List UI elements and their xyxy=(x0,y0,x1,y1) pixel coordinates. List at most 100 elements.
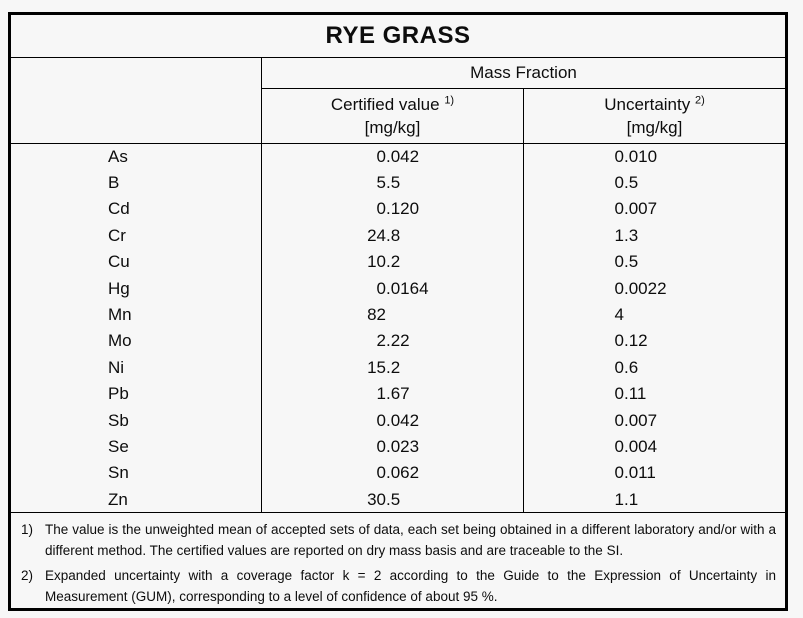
uncertainty-value: 0.6 xyxy=(524,355,787,381)
certified-value: 82 xyxy=(261,301,524,329)
certified-value: 0.023 xyxy=(261,433,524,461)
uncertainty-value: 0.004 xyxy=(524,434,787,460)
certified-value: 2.22 xyxy=(261,328,524,355)
element-symbol: Mo xyxy=(9,328,262,355)
certified-value-fraction-part: .042 xyxy=(386,410,420,430)
uncertainty-integer-part: 0 xyxy=(614,173,624,193)
certified-value-fraction-part: .120 xyxy=(386,199,420,219)
element-symbol: Se xyxy=(9,433,262,461)
element-symbol: Cu xyxy=(9,249,262,276)
certified-value-fraction-part: .5 xyxy=(386,173,401,193)
certified-value-integer-part: 24 xyxy=(367,225,386,245)
uncertainty-fraction-part: .010 xyxy=(624,146,658,166)
footnote-item: 1) The value is the unweighted mean of a… xyxy=(21,519,776,561)
footnote-marker: 1) xyxy=(21,522,34,538)
table-row: Mn 82 4 xyxy=(9,301,787,329)
group-header-row: Mass Fraction xyxy=(9,57,787,144)
uncertainty-fraction-part: .12 xyxy=(624,331,648,351)
uncertainty-integer-part: 0 xyxy=(614,463,624,483)
uncertainty-value: 0.11 xyxy=(524,381,787,407)
uncertainty-fraction-part: .0022 xyxy=(624,278,667,298)
footnotes-row: 1) The value is the unweighted mean of a… xyxy=(9,512,787,610)
certified-value: 24.8 xyxy=(261,222,524,250)
uncertainty-value: 0.0022 xyxy=(524,275,787,301)
uncertainty-integer-part: 0 xyxy=(614,278,624,298)
certified-value-integer-part: 0 xyxy=(376,410,386,430)
uncertainty-value: 0.12 xyxy=(524,328,787,354)
certified-value-fraction-part: .2 xyxy=(386,252,401,272)
title-row: RYE GRASS xyxy=(9,13,787,58)
certified-value-integer-part: 2 xyxy=(376,331,386,351)
table-row: B 5.5 0.5 xyxy=(9,169,787,197)
table-row: Hg 0.0164 0.0022 xyxy=(9,275,787,302)
uncertainty-fraction-part: .5 xyxy=(624,173,639,193)
certified-value: 1.67 xyxy=(261,381,524,408)
uncertainty-fraction-part: .11 xyxy=(624,384,647,404)
uncertainty-fraction-part: .007 xyxy=(624,199,658,219)
uncertainty-integer-part: 0 xyxy=(614,357,624,377)
certified-value-fraction-part: .67 xyxy=(386,384,410,404)
element-symbol: Mn xyxy=(9,301,262,329)
certified-value-integer-part: 0 xyxy=(376,146,386,166)
certified-value-integer-part: 10 xyxy=(367,252,386,272)
element-symbol: Cr xyxy=(9,222,262,250)
element-symbol: Zn xyxy=(9,486,262,513)
uncertainty-integer-part: 0 xyxy=(614,331,624,351)
certified-value: 0.120 xyxy=(261,196,524,223)
page-title: RYE GRASS xyxy=(9,13,787,58)
certified-value-fraction-part: .062 xyxy=(386,463,420,483)
uncertainty-value: 4 xyxy=(524,302,787,328)
footnote-item: 2) Expanded uncertainty with a coverage … xyxy=(21,565,776,607)
certified-value: 15.2 xyxy=(261,354,524,382)
certified-value: 0.0164 xyxy=(261,275,524,302)
uncertainty-integer-part: 0 xyxy=(614,384,624,404)
table-row: Cd 0.120 0.007 xyxy=(9,196,787,223)
uncertainty-label: Uncertainty xyxy=(604,95,691,114)
uncertainty-integer-part: 1 xyxy=(614,489,624,509)
uncertainty-value: 0.5 xyxy=(524,170,787,196)
uncertainty-integer-part: 4 xyxy=(614,305,624,325)
element-symbol: As xyxy=(9,143,262,170)
certified-value-unit: [mg/kg] xyxy=(364,118,421,137)
certified-value-fraction-part: .023 xyxy=(386,436,420,456)
certified-value: 30.5 xyxy=(261,486,524,513)
uncertainty-fraction-part: .1 xyxy=(624,489,639,509)
certified-value-integer-part: 0 xyxy=(376,278,386,298)
certified-value-fraction-part: .22 xyxy=(386,331,410,351)
certified-value: 0.042 xyxy=(261,407,524,434)
certified-value-integer-part: 0 xyxy=(376,463,386,483)
uncertainty-header: Uncertainty 2) [mg/kg] xyxy=(523,88,787,144)
table-row: Sb 0.042 0.007 xyxy=(9,407,787,434)
certified-value-fraction-part: .0164 xyxy=(386,278,429,298)
table-row: Cr 24.8 1.3 xyxy=(9,222,787,250)
element-symbol: Pb xyxy=(9,381,262,408)
element-symbol: Sb xyxy=(9,407,262,434)
footnotes-container: 1) The value is the unweighted mean of a… xyxy=(9,512,787,610)
table-row: As 0.042 0 .010 xyxy=(9,143,787,170)
footnote-text: The value is the unweighted mean of acce… xyxy=(45,522,776,559)
uncertainty-integer-part: 0 xyxy=(614,410,624,430)
uncertainty-value: 0.007 xyxy=(524,196,787,222)
certified-value-integer-part: 15 xyxy=(367,357,386,377)
certified-value-label: Certified value xyxy=(330,95,440,114)
table-row: Cu 10.2 0.5 xyxy=(9,249,787,276)
certified-value: 5.5 xyxy=(261,169,524,197)
uncertainty-fraction-part: .011 xyxy=(624,463,656,483)
certified-value-fraction-part: .5 xyxy=(386,489,401,509)
certified-value-integer-part: 0 xyxy=(376,199,386,219)
certified-values-table: RYE GRASS Mass Fraction Certified value … xyxy=(8,12,788,612)
uncertainty-fraction-part: .007 xyxy=(624,410,658,430)
uncertainty-integer-part: 0 xyxy=(614,436,624,456)
table-row: Ni 15.2 0.6 xyxy=(9,354,787,382)
uncertainty-value: 0.007 xyxy=(524,407,787,433)
certified-value: 0.042 xyxy=(261,143,524,170)
element-symbol: B xyxy=(9,169,262,197)
footnote-text: Expanded uncertainty with a coverage fac… xyxy=(45,568,776,605)
footnote-ref-1: 1) xyxy=(444,94,455,107)
uncertainty-unit: [mg/kg] xyxy=(626,118,683,137)
certified-value-integer-part: 5 xyxy=(376,173,386,193)
certified-value-integer-part: 30 xyxy=(367,489,386,509)
uncertainty-value: 0.011 xyxy=(524,460,787,486)
uncertainty-value: 0.5 xyxy=(524,249,787,275)
